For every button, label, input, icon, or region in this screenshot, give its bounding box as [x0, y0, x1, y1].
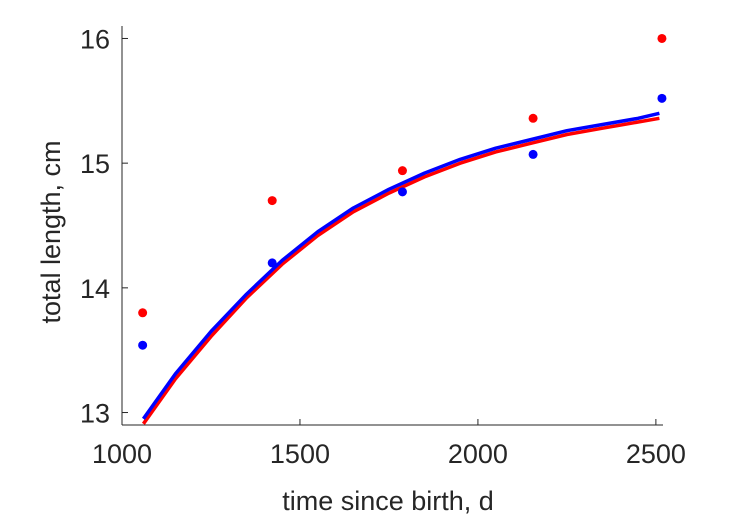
data-point-2: [397, 187, 407, 197]
data-points: [138, 33, 667, 350]
x-tick-label: 2000: [448, 439, 508, 469]
y-tick-label: 16: [80, 24, 110, 54]
data-point-2: [657, 93, 667, 103]
data-point-1: [397, 166, 407, 176]
x-tick-label: 2500: [626, 439, 686, 469]
x-axis-label: time since birth, d: [282, 486, 494, 516]
data-point-2: [138, 340, 148, 350]
data-point-1: [528, 113, 538, 123]
data-point-1: [138, 308, 148, 318]
fit-lines: [141, 111, 660, 425]
y-tick-label: 15: [80, 149, 110, 179]
y-axis-label: total length, cm: [36, 140, 66, 323]
fit-line-2: [141, 111, 660, 420]
axes: 1000 1500 2000 2500 13 14 15 16: [80, 24, 686, 469]
y-tick-label: 14: [80, 274, 110, 304]
fit-line-1: [141, 116, 660, 425]
x-tick-label: 1000: [92, 439, 152, 469]
y-tick-label: 13: [80, 399, 110, 429]
x-tick-label: 1500: [270, 439, 330, 469]
data-point-2: [267, 258, 277, 268]
data-point-2: [528, 149, 538, 159]
data-point-1: [267, 196, 277, 206]
data-point-1: [657, 33, 667, 43]
